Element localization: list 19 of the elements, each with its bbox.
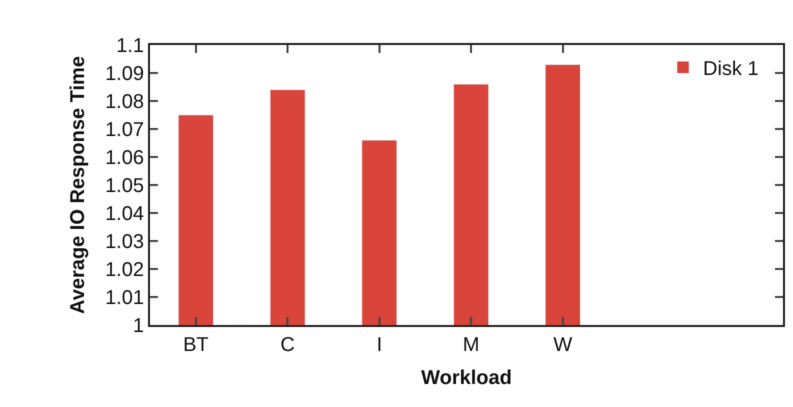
x-tick-label: C — [280, 334, 295, 356]
y-tick-label: 1.07 — [105, 119, 144, 141]
y-tick-label: 1.08 — [105, 91, 144, 113]
x-tick-label: I — [376, 334, 382, 356]
legend-label: Disk 1 — [703, 58, 759, 80]
y-tick-label: 1.05 — [105, 175, 144, 197]
y-tick-label: 1.02 — [105, 259, 144, 281]
y-tick-label: 1.1 — [116, 35, 144, 57]
y-axis-title: Average IO Response Time — [67, 56, 90, 314]
y-tick-label: 1.04 — [105, 203, 144, 225]
y-tick-label: 1.06 — [105, 147, 144, 169]
y-tick-label: 1.09 — [105, 63, 144, 85]
y-tick-label: 1 — [132, 315, 144, 337]
y-tick-label: 1.01 — [105, 287, 144, 309]
x-tick-label: W — [553, 334, 572, 356]
x-axis-title: Workload — [421, 367, 512, 389]
x-tick-label: M — [462, 334, 480, 356]
y-tick-label: 1.03 — [105, 231, 144, 253]
x-tick-label: BT — [183, 334, 209, 356]
